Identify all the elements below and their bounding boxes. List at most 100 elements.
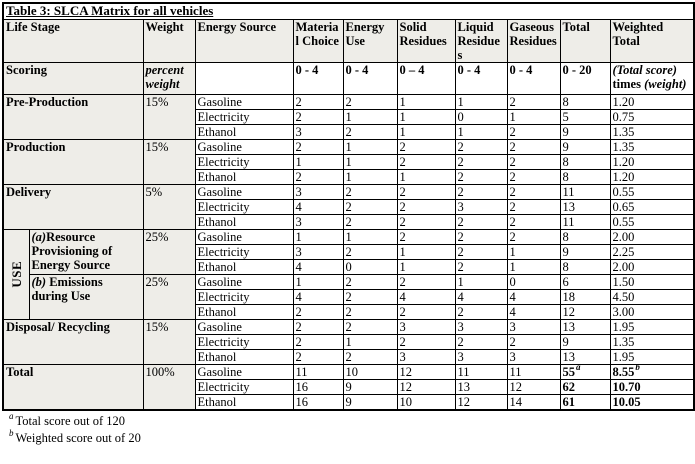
- footnote-a-marker: a: [9, 411, 14, 422]
- score-value: 1: [396, 168, 456, 185]
- score-value: 2: [506, 138, 561, 155]
- table-title: Table 3: SLCA Matrix for all vehicles: [6, 3, 214, 18]
- score-value: 10: [342, 363, 398, 380]
- score-value: 10: [396, 393, 456, 411]
- table-body: Pre-Production 15% Gasoline 2 2 1 1 2 8 1.20 Elect…: [2, 93, 695, 411]
- total-value: 11: [559, 183, 611, 200]
- score-value: 0: [506, 273, 561, 290]
- table-row: Production 15% Gasoline 2 1 2 2 2 9 1.35: [2, 138, 695, 185]
- energy-source-value: Gasoline: [194, 363, 294, 380]
- energy-source-value: Electricity: [194, 108, 294, 125]
- energy-source-value: Electricity: [194, 333, 294, 350]
- score-value: 1: [342, 153, 398, 170]
- weighted-total-value: 1.95: [609, 318, 695, 335]
- score-value: 1: [342, 108, 398, 125]
- score-value: 1: [292, 273, 344, 290]
- score-value: 2: [342, 93, 398, 110]
- scoring-row: Scoring percent weight 0 - 4 0 - 4 0 – 4…: [2, 61, 695, 95]
- table-row: Ethanol 2 1 1 2 2 8 1.20: [3, 168, 695, 185]
- total-value: 61: [559, 393, 611, 411]
- score-value: 2: [506, 183, 561, 200]
- score-value: 3: [454, 198, 508, 215]
- table-row: Ethanol 4 0 1 2 1 8 2.00: [3, 258, 695, 275]
- score-value: 2: [454, 243, 508, 260]
- score-value: 2: [506, 168, 561, 185]
- table-row: Electricity 2 1 2 2 2 9 1.35: [3, 333, 695, 350]
- score-value: 2: [454, 138, 508, 155]
- score-value: 2: [292, 333, 344, 350]
- scoring-range-energy-use: 0 - 4: [342, 61, 398, 95]
- score-value: 2: [454, 228, 508, 245]
- score-value: 1: [342, 138, 398, 155]
- column-header-energy-source: Energy Source: [194, 18, 294, 63]
- score-value: 2: [342, 273, 398, 290]
- score-value: 1: [396, 243, 456, 260]
- total-footnote-marker: a: [576, 364, 581, 373]
- score-value: 4: [454, 288, 508, 305]
- scoring-weighted-part1: (Total score): [612, 62, 677, 77]
- score-value: 2: [292, 168, 344, 185]
- score-value: 2: [292, 348, 344, 365]
- total-value: 8: [559, 258, 611, 275]
- life-stage-label-text: Resource Provisioning of Energy Source: [31, 229, 113, 272]
- weighted-total-value: 0.65: [609, 198, 695, 215]
- weighted-total-value: 8.55b: [609, 363, 695, 380]
- weighted-total-value: 3.00: [609, 303, 695, 320]
- score-value: 2: [396, 153, 456, 170]
- score-value: 16: [292, 393, 344, 411]
- score-value: 3: [506, 348, 561, 365]
- energy-source-value: Gasoline: [194, 93, 294, 110]
- use-group-cell: USE: [2, 228, 30, 320]
- total-value: 9: [559, 138, 611, 155]
- score-value: 3: [292, 123, 344, 140]
- weight-value: 5%: [142, 183, 196, 230]
- energy-source-value: Ethanol: [194, 393, 294, 411]
- score-value: 4: [506, 288, 561, 305]
- score-value: 2: [506, 123, 561, 140]
- scoring-label: Scoring: [2, 61, 144, 95]
- score-value: 2: [292, 138, 344, 155]
- life-stage-label: (b) Emissions during Use: [28, 273, 144, 320]
- footnote-a-text: Total score out of 120: [15, 413, 126, 428]
- energy-source-value: Electricity: [194, 288, 294, 305]
- score-value: 3: [454, 348, 508, 365]
- score-value: 2: [506, 213, 561, 230]
- score-value: 2: [396, 138, 456, 155]
- energy-source-value: Ethanol: [194, 303, 294, 320]
- weighted-total-value: 2.25: [609, 243, 695, 260]
- footnote-a: a Total score out of 120: [9, 411, 695, 428]
- energy-source-value: Ethanol: [194, 258, 294, 275]
- score-value: 2: [342, 318, 398, 335]
- table-row: Delivery 5% Gasoline 3 2 2 2 2 11 0.55: [2, 183, 695, 230]
- energy-source-value: Electricity: [194, 243, 294, 260]
- scoring-range-material: 0 - 4: [292, 61, 344, 95]
- total-value: 9: [559, 123, 611, 140]
- weight-value: 15%: [142, 93, 196, 140]
- life-stage-label: Production: [2, 138, 144, 185]
- energy-source-value: Gasoline: [194, 273, 294, 290]
- table-row: Electricity 4 2 2 3 2 13 0.65: [3, 198, 695, 215]
- score-value: 11: [506, 363, 561, 380]
- score-value: 0: [342, 258, 398, 275]
- life-stage-label: (a)Resource Provisioning of Energy Sourc…: [28, 228, 144, 275]
- score-value: 3: [396, 318, 456, 335]
- score-value: 3: [292, 243, 344, 260]
- scoring-weighted-part2: times: [612, 76, 641, 91]
- energy-source-value: Gasoline: [194, 138, 294, 155]
- score-value: 2: [292, 108, 344, 125]
- energy-source-value: Electricity: [194, 378, 294, 395]
- table-row: (b) Emissions during Use 25% Gasoline 1 2 2 1 0…: [3, 273, 695, 320]
- column-header-weight: Weight: [142, 18, 196, 63]
- weighted-total-value: 1.20: [609, 153, 695, 170]
- score-value: 2: [342, 213, 398, 230]
- score-value: 2: [396, 303, 456, 320]
- weighted-total-value: 1.95: [609, 348, 695, 365]
- table-row: Total 100% Gasoline 11 10 12 11 11 55a 8.55b: [2, 363, 695, 411]
- score-value: 2: [342, 198, 398, 215]
- score-value: 4: [396, 288, 456, 305]
- score-value: 2: [396, 183, 456, 200]
- table-row: USE (a)Resource Provisioning of Energy So…: [2, 228, 695, 320]
- table-row: Ethanol 2 2 3 3 3 13 1.95: [3, 348, 695, 365]
- total-value: 55a: [559, 363, 611, 380]
- score-value: 2: [292, 93, 344, 110]
